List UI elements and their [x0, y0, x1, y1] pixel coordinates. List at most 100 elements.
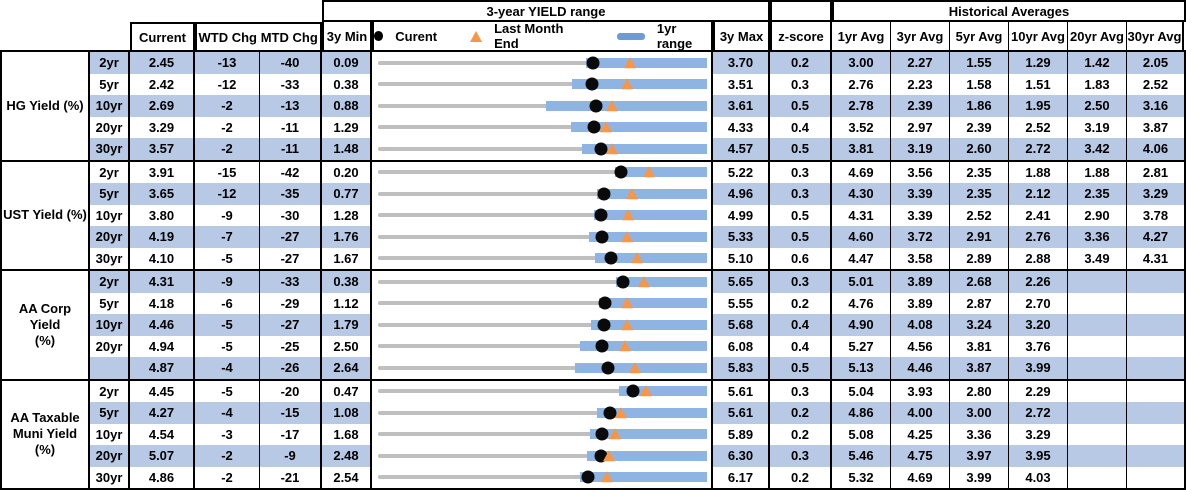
current-value: 3.65 [130, 183, 195, 205]
wtd-chg-col-header: WTD Chg [197, 30, 259, 45]
yield-range-chart [372, 248, 713, 270]
table-row: 30yr 4.86 -2 -21 2.54 6.17 0.2 5.32 4.69… [90, 467, 1184, 489]
avg-value: 2.97 [891, 117, 950, 139]
chart-plot-area [378, 95, 707, 117]
avg-value: 2.76 [832, 74, 891, 96]
wtd-chg-value: -5 [195, 381, 260, 403]
avg-value: 2.26 [1009, 271, 1068, 293]
yield-range-chart [372, 183, 713, 205]
current-marker [587, 56, 600, 69]
chart-plot-area [378, 357, 707, 379]
z-score-col-header: z-score [770, 22, 832, 50]
current-value: 4.94 [130, 336, 195, 358]
last-month-end-marker [624, 57, 636, 68]
avg-value [1127, 424, 1184, 446]
avg-value: 5.08 [832, 424, 891, 446]
one-year-range-bar [546, 101, 707, 111]
spacer [0, 0, 322, 22]
wtd-chg-value: -12 [195, 74, 260, 96]
avg-value: 2.39 [891, 95, 950, 117]
avg-value: 4.86 [832, 402, 891, 424]
table-row: 30yr 3.57 -2 -11 1.48 4.57 0.5 3.81 3.19… [90, 138, 1184, 160]
chart-plot-area [378, 74, 707, 96]
tenor-label: 20yr [90, 336, 130, 358]
3y-min-value: 1.68 [322, 424, 372, 446]
avg-value: 3.42 [1068, 138, 1127, 160]
chart-plot-area [378, 117, 707, 139]
avg-value: 2.52 [950, 205, 1009, 227]
current-value: 4.18 [130, 293, 195, 315]
last-month-end-marker [601, 472, 613, 483]
3y-min-value: 0.88 [322, 95, 372, 117]
z-score-value: 0.5 [770, 138, 832, 160]
3y-max-col-header: 3y Max [713, 22, 770, 50]
table-row: 20yr 3.29 -2 -11 1.29 4.33 0.4 3.52 2.97… [90, 117, 1184, 139]
current-marker [598, 187, 611, 200]
avg-value: 3.99 [1009, 357, 1068, 379]
avg-value: 3.87 [1127, 117, 1184, 139]
avg-value [1068, 381, 1127, 403]
3y-min-value: 2.50 [322, 336, 372, 358]
avg-value: 4.31 [1127, 248, 1184, 270]
last-month-end-marker [621, 79, 633, 90]
avg-value: 3.29 [1127, 183, 1184, 205]
3y-max-value: 5.10 [713, 248, 770, 270]
avg-value [1068, 467, 1127, 489]
last-month-end-marker [643, 167, 655, 178]
3y-min-value: 2.48 [322, 445, 372, 467]
tenor-label: 10yr [90, 95, 130, 117]
table-row: 5yr 4.27 -4 -15 1.08 5.61 0.2 4.86 4.00 … [90, 402, 1184, 424]
chart-plot-area [378, 424, 707, 446]
wtd-chg-value: -12 [195, 183, 260, 205]
one-year-range-bar [580, 472, 707, 482]
yield-range-chart [372, 336, 713, 358]
avg-value: 2.50 [1068, 95, 1127, 117]
current-marker [595, 230, 608, 243]
chart-plot-area [378, 271, 707, 293]
tenor-label: 5yr [90, 402, 130, 424]
3y-min-value: 1.29 [322, 117, 372, 139]
spacer [0, 22, 130, 50]
30yr-avg-col-header: 30yr Avg [1127, 22, 1184, 50]
tenor-label [90, 357, 130, 379]
tenor-label: 20yr [90, 117, 130, 139]
avg-value: 2.39 [950, 117, 1009, 139]
table-row: 10yr 4.46 -5 -27 1.79 5.68 0.4 4.90 4.08… [90, 314, 1184, 336]
3y-min-value: 0.77 [322, 183, 372, 205]
avg-value [1127, 467, 1184, 489]
current-value: 2.42 [130, 74, 195, 96]
avg-value: 4.46 [891, 357, 950, 379]
current-marker [601, 361, 614, 374]
avg-value: 3.93 [891, 381, 950, 403]
avg-value [1068, 424, 1127, 446]
avg-value: 1.95 [1009, 95, 1068, 117]
avg-value: 3.56 [891, 162, 950, 184]
3y-max-value: 3.70 [713, 52, 770, 74]
3y-max-value: 4.99 [713, 205, 770, 227]
avg-value: 2.91 [950, 226, 1009, 248]
current-value: 4.86 [130, 467, 195, 489]
avg-value: 3.89 [891, 293, 950, 315]
mtd-chg-value: -29 [260, 293, 322, 315]
avg-value [1127, 314, 1184, 336]
current-value: 4.31 [130, 271, 195, 293]
z-score-value: 0.4 [770, 117, 832, 139]
avg-value [1068, 293, 1127, 315]
avg-value: 3.16 [1127, 95, 1184, 117]
tenor-label: 2yr [90, 381, 130, 403]
chart-plot-area [378, 467, 707, 489]
avg-value: 2.89 [950, 248, 1009, 270]
avg-value: 1.88 [1009, 162, 1068, 184]
row-group-label: HG Yield (%) [2, 52, 90, 160]
mtd-chg-value: -21 [260, 467, 322, 489]
avg-value: 1.83 [1068, 74, 1127, 96]
avg-value: 3.72 [891, 226, 950, 248]
last-month-end-marker [603, 450, 615, 461]
z-score-value: 0.3 [770, 445, 832, 467]
3y-max-value: 3.51 [713, 74, 770, 96]
3y-max-value: 5.89 [713, 424, 770, 446]
current-marker [597, 318, 610, 331]
avg-value: 3.99 [950, 467, 1009, 489]
current-value: 2.69 [130, 95, 195, 117]
chart-plot-area [378, 314, 707, 336]
